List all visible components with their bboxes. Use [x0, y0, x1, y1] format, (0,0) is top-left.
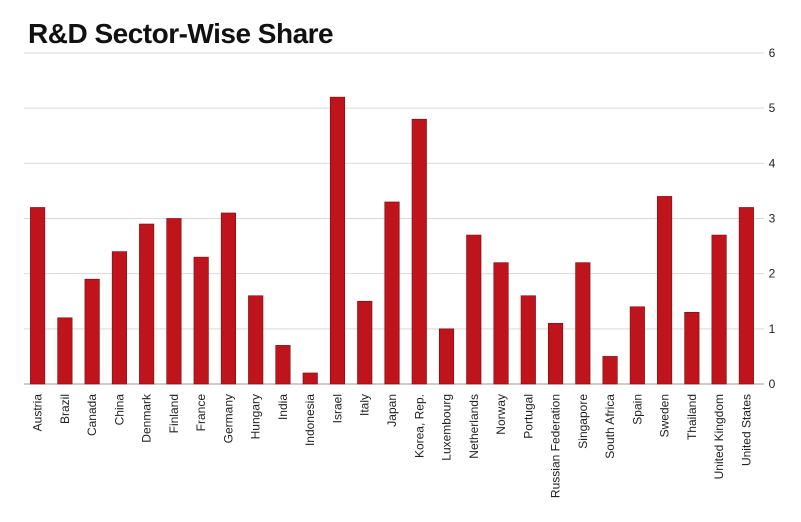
bar [493, 262, 509, 385]
x-tick-label: Norway [494, 394, 508, 435]
bars [30, 96, 754, 385]
y-tick-label: 2 [769, 267, 776, 281]
x-tick-label: Germany [221, 394, 235, 443]
x-tick-label: Italy [358, 394, 372, 416]
y-tick-label: 5 [769, 101, 776, 115]
bar [384, 201, 400, 385]
bar [357, 300, 373, 385]
bar [248, 295, 264, 385]
y-tick-label: 3 [769, 212, 776, 226]
x-tick-label: China [112, 394, 126, 426]
bar [166, 218, 182, 385]
bar [629, 306, 645, 385]
y-tick-label: 4 [769, 156, 776, 170]
y-tick-label: 0 [769, 377, 776, 391]
chart-title: R&D Sector-Wise Share [28, 18, 334, 49]
bar [193, 256, 209, 385]
x-tick-label: Luxembourg [440, 394, 454, 461]
x-tick-label: Netherlands [467, 394, 481, 459]
x-tick-label: Spain [630, 394, 644, 425]
bar [139, 223, 155, 385]
x-tick-label: India [276, 394, 290, 420]
x-tick-label: Israel [330, 394, 344, 423]
y-tick-label: 6 [769, 46, 776, 60]
bar [57, 317, 73, 385]
bar [438, 328, 455, 385]
bar [548, 323, 564, 385]
bar [711, 234, 727, 385]
x-tick-label: Sweden [658, 394, 672, 437]
x-tick-label: Singapore [576, 394, 590, 449]
bar [220, 212, 236, 385]
x-tick-label: France [194, 394, 208, 432]
x-tick-label: South Africa [603, 394, 617, 459]
x-tick-label: Japan [385, 394, 399, 427]
x-tick-label: Indonesia [303, 394, 317, 446]
bar [684, 311, 700, 385]
bar [30, 207, 46, 385]
x-tick-label: Russian Federation [549, 394, 563, 498]
bar [111, 251, 127, 385]
bar [329, 96, 346, 385]
bar [602, 356, 618, 385]
x-tick-label: Austria [31, 394, 45, 432]
x-tick-label: United States [739, 394, 753, 466]
bar [575, 262, 591, 385]
x-tick-label: Portugal [521, 394, 535, 439]
bar [302, 372, 318, 385]
x-tick-label: Finland [167, 394, 181, 433]
x-tick-label: Denmark [140, 393, 154, 443]
bar [657, 196, 673, 385]
x-tick-label: United Kingdom [712, 394, 726, 479]
bar [466, 234, 482, 385]
x-tick-label: Korea, Rep. [412, 394, 426, 458]
x-tick-label: Canada [85, 394, 99, 436]
x-tick-label: Thailand [685, 394, 699, 440]
bar [411, 118, 427, 385]
bar [738, 207, 754, 385]
x-axis-ticks: Austria Brazil Canada China Denmark Finland Fr… [31, 393, 754, 498]
bar [520, 295, 536, 385]
bar [275, 345, 291, 385]
bar [84, 278, 100, 385]
y-axis-ticks: 0 1 2 3 4 5 6 [769, 46, 776, 391]
x-tick-label: Hungary [249, 394, 263, 439]
y-tick-label: 1 [769, 322, 776, 336]
x-tick-label: Brazil [58, 394, 72, 424]
